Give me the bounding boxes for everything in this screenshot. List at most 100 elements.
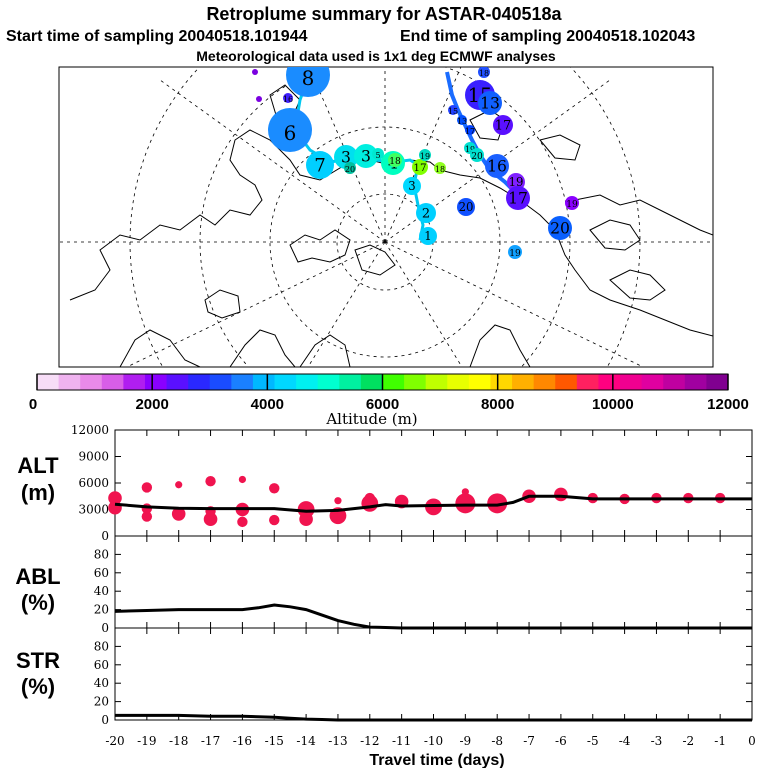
colorbar-cell <box>209 374 232 390</box>
cluster-altitude-point <box>141 482 153 493</box>
x-tick-label: -17 <box>201 734 220 748</box>
cluster-circle <box>506 186 530 210</box>
cluster-day-label: 7 <box>314 155 326 176</box>
panel-alt: 0 3000 6000 9000 12000 <box>71 423 753 543</box>
alt-panel-unit: (m) <box>21 480 55 505</box>
y-tick-label: 3000 <box>78 503 109 517</box>
cluster-altitude-point <box>299 512 313 527</box>
y-tick-label: 80 <box>94 639 109 653</box>
cluster-altitude-point <box>108 500 122 515</box>
series-line-str <box>115 713 752 722</box>
end-time-label: End time of sampling 20040518.102043 <box>400 28 695 45</box>
panel-abl: 0 20 40 60 80 <box>94 535 753 635</box>
cluster-day-label: 20 <box>459 200 474 214</box>
cluster-day-label: 19 <box>465 145 475 154</box>
colorbar-tick-label: 4000 <box>251 396 284 413</box>
cluster-day-label: 2 <box>422 207 430 222</box>
cluster-circle <box>470 148 484 162</box>
colorbar-cell <box>37 374 60 390</box>
y-tick-label: 6000 <box>78 476 109 490</box>
colorbar-cell <box>706 374 729 390</box>
cluster-altitude-point <box>361 494 379 512</box>
colorbar-cell <box>274 374 297 390</box>
cluster-day-label: 18 <box>479 69 489 78</box>
x-tick-label: -6 <box>555 734 567 748</box>
cluster-day-label: 3 <box>408 179 415 193</box>
colorbar-cell <box>533 374 556 390</box>
colorbar-cell <box>123 374 146 390</box>
cluster-dot <box>256 96 262 102</box>
altitude-colorbar: 0 2000 4000 6000 8000 10000 12000 Altitude (m) <box>29 373 749 428</box>
colorbar-cell <box>684 374 707 390</box>
x-axis-label: Travel time (days) <box>369 752 504 768</box>
colorbar-label: Altitude (m) <box>325 410 417 428</box>
cluster-altitude-point <box>487 493 508 514</box>
colorbar-cell <box>512 374 535 390</box>
str-panel-unit: (%) <box>21 674 55 699</box>
cluster-circle <box>306 151 334 179</box>
panel-frame <box>114 535 753 629</box>
colorbar-cell <box>468 374 491 390</box>
x-tick-label: -16 <box>233 734 252 748</box>
y-tick-label: 60 <box>94 566 109 580</box>
cluster-altitude-point <box>203 512 218 527</box>
cluster-circle <box>508 245 522 259</box>
colorbar-cell <box>490 374 513 390</box>
cluster-day-label: 17 <box>465 127 475 136</box>
cluster-day-label: 6 <box>284 121 297 145</box>
cluster-circle <box>344 162 356 174</box>
cluster-circle <box>434 162 446 174</box>
x-tick-label: -4 <box>619 734 631 748</box>
x-tick-label: -10 <box>424 734 443 748</box>
colorbar-cell <box>339 374 362 390</box>
y-tick-label: 0 <box>101 713 109 727</box>
cluster-circle <box>457 198 475 216</box>
colorbar-cell <box>382 374 405 390</box>
cluster-circle <box>416 203 436 223</box>
cluster-altitude-point <box>554 487 568 502</box>
x-tick-label: -5 <box>587 734 599 748</box>
x-tick-label: -14 <box>296 734 316 748</box>
colorbar-cell <box>188 374 211 390</box>
cluster-day-label: 1 <box>424 229 431 243</box>
y-tick-label: 40 <box>94 584 109 598</box>
colorbar-tick-label: 2000 <box>135 396 168 413</box>
colorbar-ticks: 0 2000 4000 6000 8000 10000 12000 <box>29 374 749 413</box>
cluster-circle <box>493 115 513 135</box>
cluster-day-label: 19 <box>509 175 524 189</box>
colorbar-cell <box>360 374 383 390</box>
cluster-markers: 6873345181718321151317161917192020191920… <box>252 67 579 259</box>
cluster-circle <box>448 105 458 115</box>
cluster-day-label: 20 <box>550 219 570 237</box>
colorbar-cell <box>144 374 168 390</box>
colorbar-tick-label: 0 <box>29 396 37 413</box>
y-tick-label: 80 <box>94 547 109 561</box>
colorbar-tick-label: 6000 <box>366 396 399 413</box>
trajectory-line <box>445 71 517 194</box>
colorbar-tick-label: 12000 <box>707 396 749 413</box>
cluster-altitude-point <box>334 497 342 505</box>
figure-title: Retroplume summary for ASTAR-040518a <box>206 4 562 24</box>
cluster-altitude-point <box>269 514 280 526</box>
map-content: 6873345181718321151317161917192020191920… <box>59 67 713 367</box>
colorbar-cell <box>166 374 189 390</box>
cluster-day-label: 19 <box>509 249 521 259</box>
colorbar-cell <box>663 374 686 390</box>
abl-panel-unit: (%) <box>21 590 55 615</box>
colorbar-cell <box>296 374 319 390</box>
cluster-altitude-point <box>238 475 246 484</box>
x-tick-label: -20 <box>105 734 124 748</box>
cluster-circle <box>419 227 437 245</box>
cluster-circle <box>412 159 428 175</box>
cluster-day-label: 20 <box>345 165 355 174</box>
x-tick-label: -1 <box>714 734 726 748</box>
colorbar-cell <box>620 374 643 390</box>
x-tick-label: -12 <box>360 734 379 748</box>
y-tick-label: 20 <box>94 695 109 709</box>
colorbar-cell <box>404 374 427 390</box>
cluster-altitude-point <box>108 491 122 505</box>
y-tick-label: 9000 <box>78 450 109 464</box>
colorbar-cell <box>447 374 470 390</box>
